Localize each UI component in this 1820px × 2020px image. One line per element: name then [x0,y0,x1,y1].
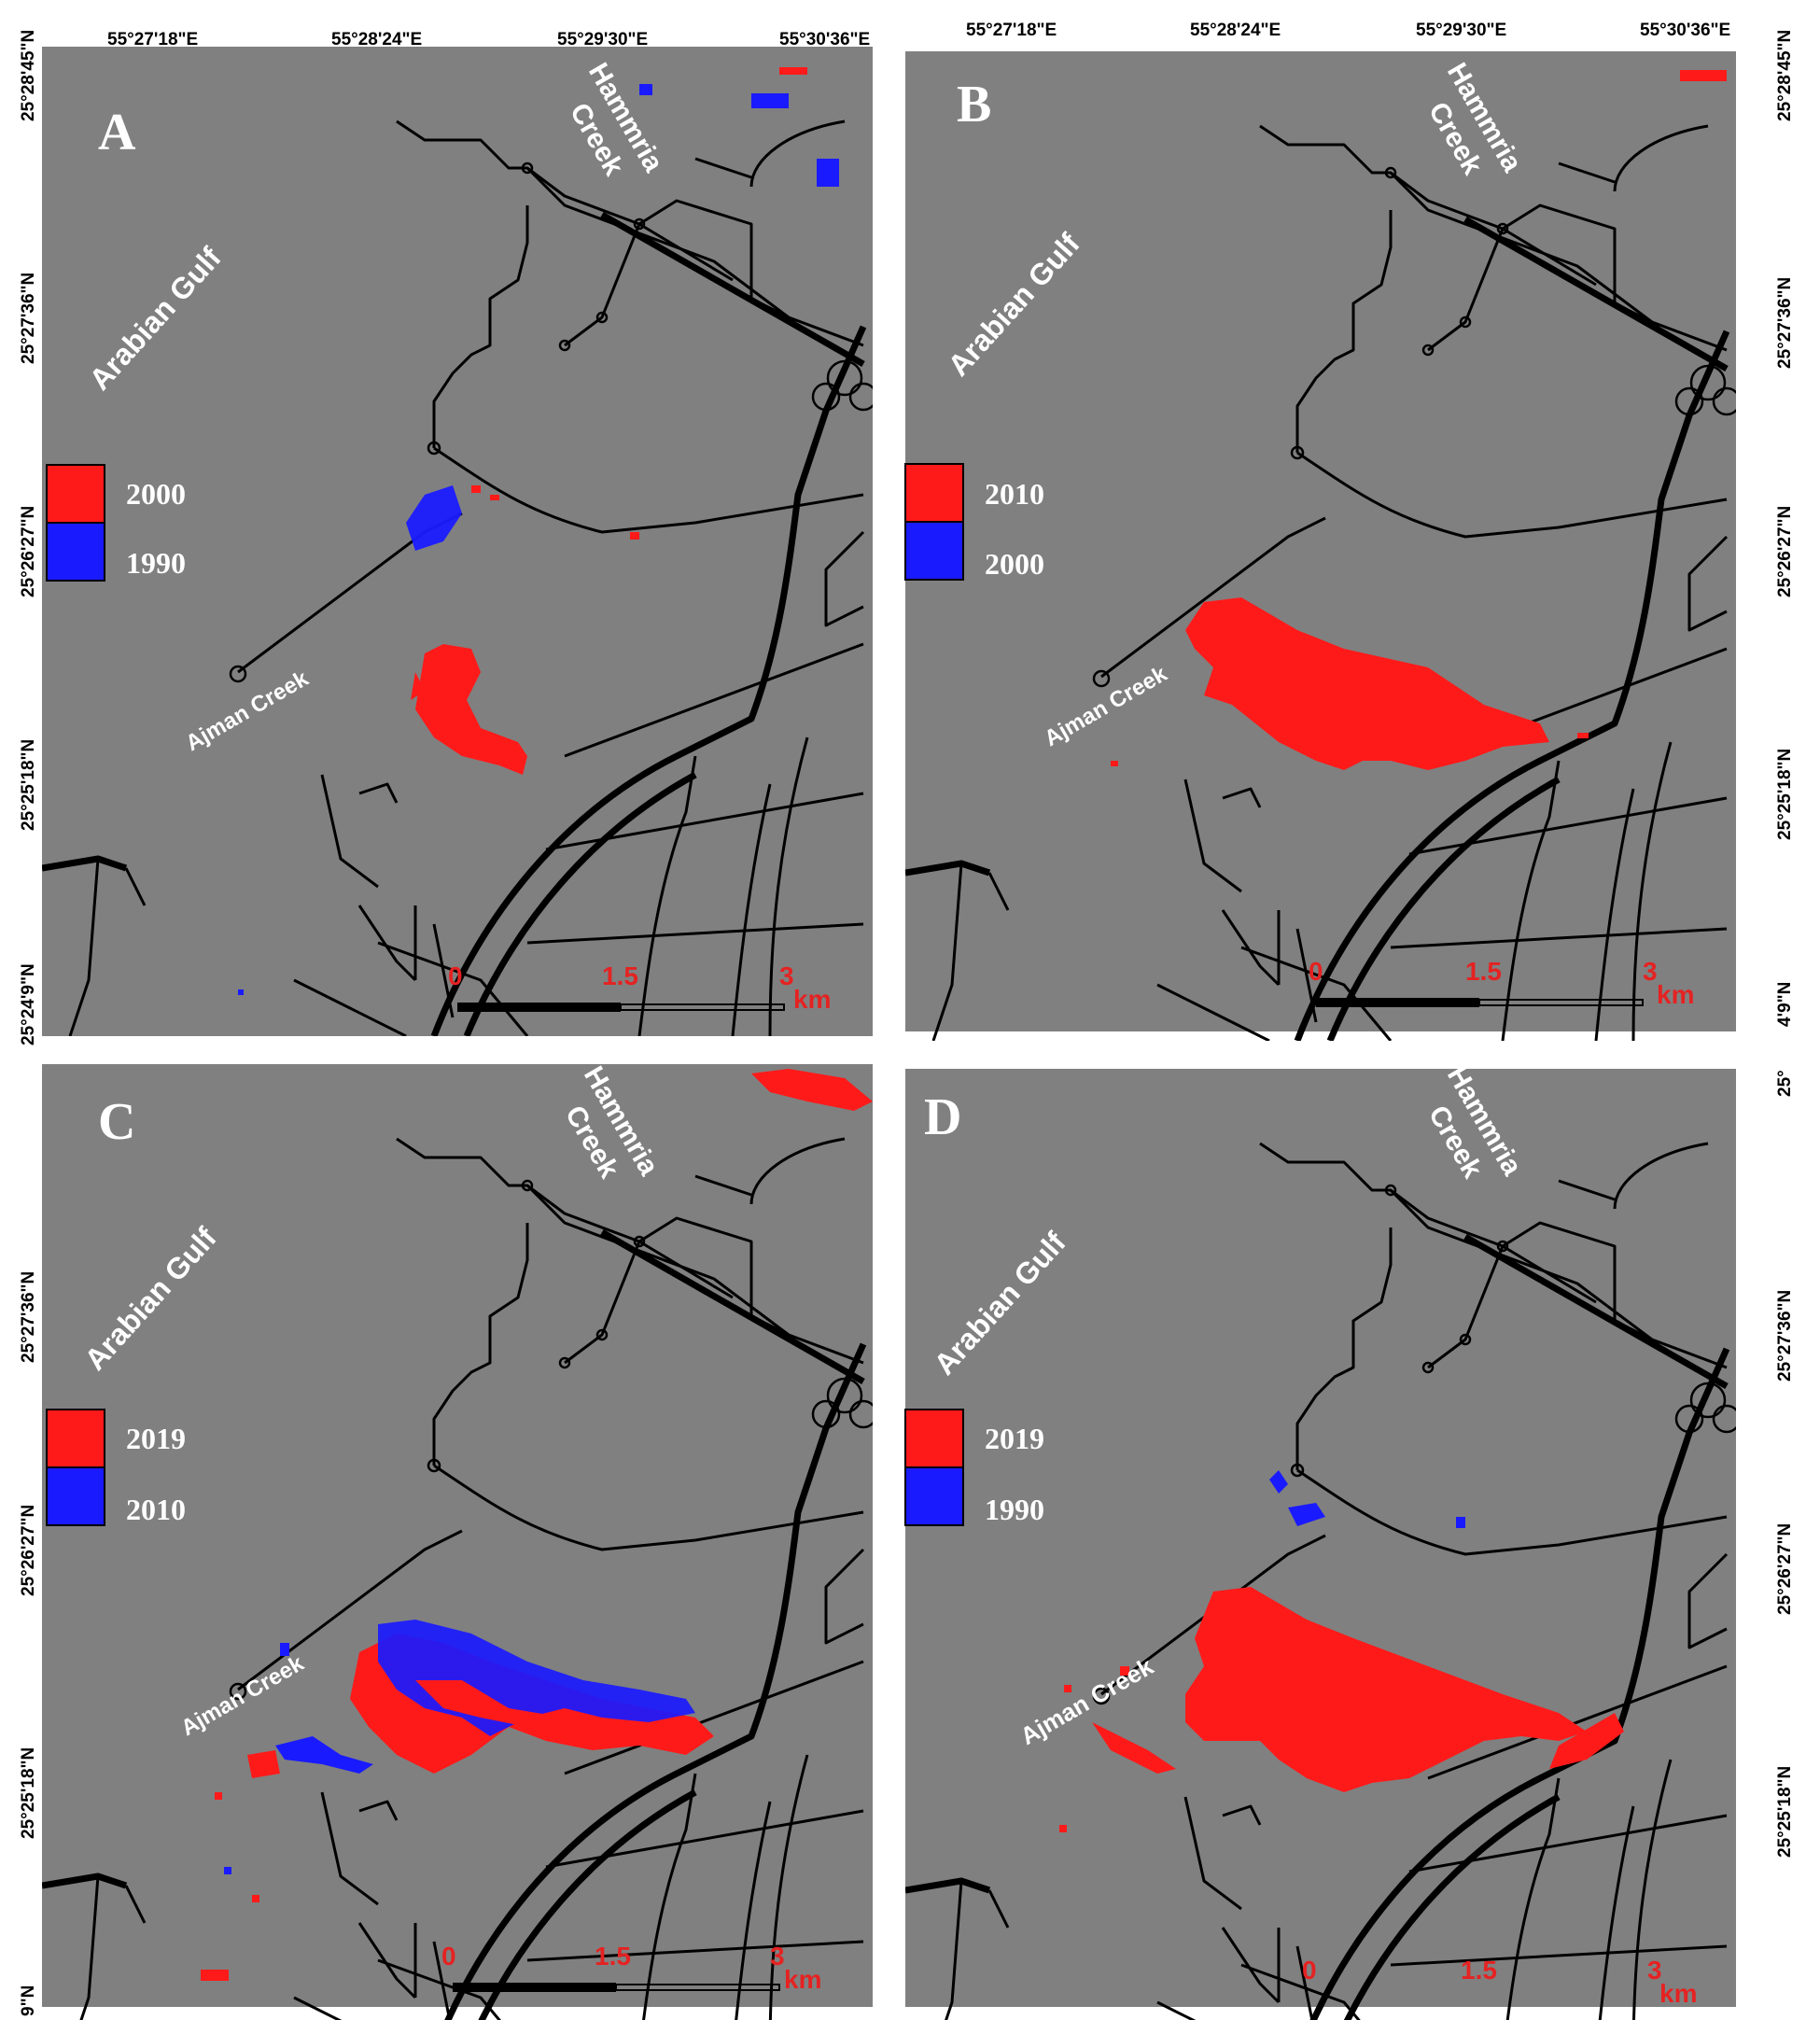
panel-d-change-areas [1059,1470,1624,1832]
lat-tick: 25°27'36"N [19,1271,38,1363]
scale-tick-0: 0 [1309,957,1323,986]
legend-year-blue: 1990 [985,1493,1044,1526]
lat-tick: 25°27'36"N [1775,277,1795,369]
scale-unit: km [1659,1979,1697,2008]
lon-tick: 55°30'36"E [779,30,870,49]
legend-swatch-blue [46,522,105,582]
legend-year-red: 2019 [126,1422,186,1455]
lat-tick: 25°26'27"N [1775,1523,1795,1615]
legend-swatch-red [46,1409,105,1468]
legend-year-blue: 1990 [126,546,186,580]
lon-tick: 55°27'18"E [966,21,1057,40]
scale-tick-0: 0 [441,1942,456,1971]
panel-c: C Arabian Gulf Ajman Creek Hammria Creek… [42,1061,873,2020]
lon-tick: 55°29'30"E [557,30,648,49]
panel-b-change-areas [1111,70,1727,770]
scale-unit: km [793,985,831,1014]
lat-tick: 25°28'45"N [1775,30,1795,121]
legend-year-red: 2000 [126,477,186,511]
scale-bar-a: 0 1.5 3 km [448,961,831,1014]
panel-b-coordinates: 55°27'18"E 55°28'24"E 55°29'30"E 55°30'3… [966,21,1795,1027]
panel-b-background [905,51,1736,1031]
scale-tick-0: 0 [448,961,463,990]
scale-tick-1: 1.5 [1465,957,1502,986]
lat-tick: 25°25'18"N [1775,1766,1795,1858]
panel-b-letter: B [957,76,991,133]
legend-swatch-blue [904,521,964,581]
panel-a-change-areas [238,67,839,995]
lat-tick: 25°25'18"N [19,1747,38,1839]
lon-tick: 55°28'24"E [331,30,422,49]
legend-swatch-red [904,463,964,523]
legend-swatch-blue [904,1466,964,1526]
scale-unit: km [1657,980,1694,1009]
lat-tick: 9"N [19,1985,38,2016]
lon-tick: 55°30'36"E [1640,21,1730,40]
legend-year-blue: 2010 [126,1493,186,1526]
panel-d-legend: 2019 1990 [904,1409,1044,1526]
scale-bar-d: 0 1.5 3 km [1302,1956,1697,2008]
panel-a-background [42,47,873,1036]
panel-b-legend: 2010 2000 [904,463,1044,581]
panel-a-letter: A [98,104,136,161]
panel-b: B Arabian Gulf Ajman Creek Hammria Creek… [904,51,1736,1041]
panel-a-coordinates: 55°27'18"E 55°28'24"E 55°29'30"E 55°30'3… [19,30,870,1045]
lat-tick: 25°26'27"N [19,1505,38,1596]
panel-c-change-areas [201,1069,873,1981]
lat-tick: 25°26'27"N [19,506,38,597]
scale-tick-2: 3 [770,1942,785,1971]
scale-tick-2: 3 [1647,1956,1662,1985]
panel-c-coordinates: 25°27'36"N 25°26'27"N 25°25'18"N 9"N [19,1271,38,2016]
panel-a: A Arabian Gulf Ajman Creek Hammria Creek… [42,47,873,1036]
scale-tick-1: 1.5 [602,961,638,990]
panel-c-background [42,1064,873,2007]
legend-swatch-red [46,464,105,524]
lon-tick: 55°29'30"E [1416,21,1506,40]
panel-c-letter: C [98,1093,135,1151]
scale-bar-c: 0 1.5 3 km [441,1942,821,1994]
lat-tick: 25°26'27"N [1775,506,1795,597]
lat-tick: 25°27'36"N [19,273,38,364]
scale-tick-1: 1.5 [595,1942,631,1971]
lat-tick: 25° [1775,1070,1795,1097]
scale-tick-2: 3 [1643,957,1658,986]
lat-tick: 25°25'18"N [19,739,38,831]
legend-year-red: 2019 [985,1422,1044,1455]
scale-tick-2: 3 [779,961,794,990]
legend-swatch-red [904,1409,964,1468]
lat-tick: 4'9"N [1775,982,1795,1027]
lat-tick: 25°28'45"N [19,30,38,121]
scale-tick-1: 1.5 [1461,1956,1497,1985]
panel-d-letter: D [924,1088,961,1146]
lat-tick: 25°24'9"N [19,963,38,1045]
lon-tick: 55°27'18"E [107,30,198,49]
panel-c-legend: 2019 2010 [46,1409,186,1526]
legend-swatch-blue [46,1466,105,1526]
panel-d-coordinates: 25° 25°27'36"N 25°26'27"N 25°25'18"N [1775,1070,1795,1858]
panel-a-legend: 2000 1990 [46,464,186,582]
legend-year-red: 2010 [985,477,1044,511]
panel-d: D Arabian Gulf Ajman Creek Hammria Creek… [904,1061,1736,2020]
scale-bar-b: 0 1.5 3 km [1309,957,1694,1009]
lon-tick: 55°28'24"E [1190,21,1281,40]
lat-tick: 25°25'18"N [1775,749,1795,840]
scale-tick-0: 0 [1302,1956,1317,1985]
lat-tick: 25°27'36"N [1775,1290,1795,1382]
legend-year-blue: 2000 [985,547,1044,581]
scale-unit: km [784,1965,821,1994]
